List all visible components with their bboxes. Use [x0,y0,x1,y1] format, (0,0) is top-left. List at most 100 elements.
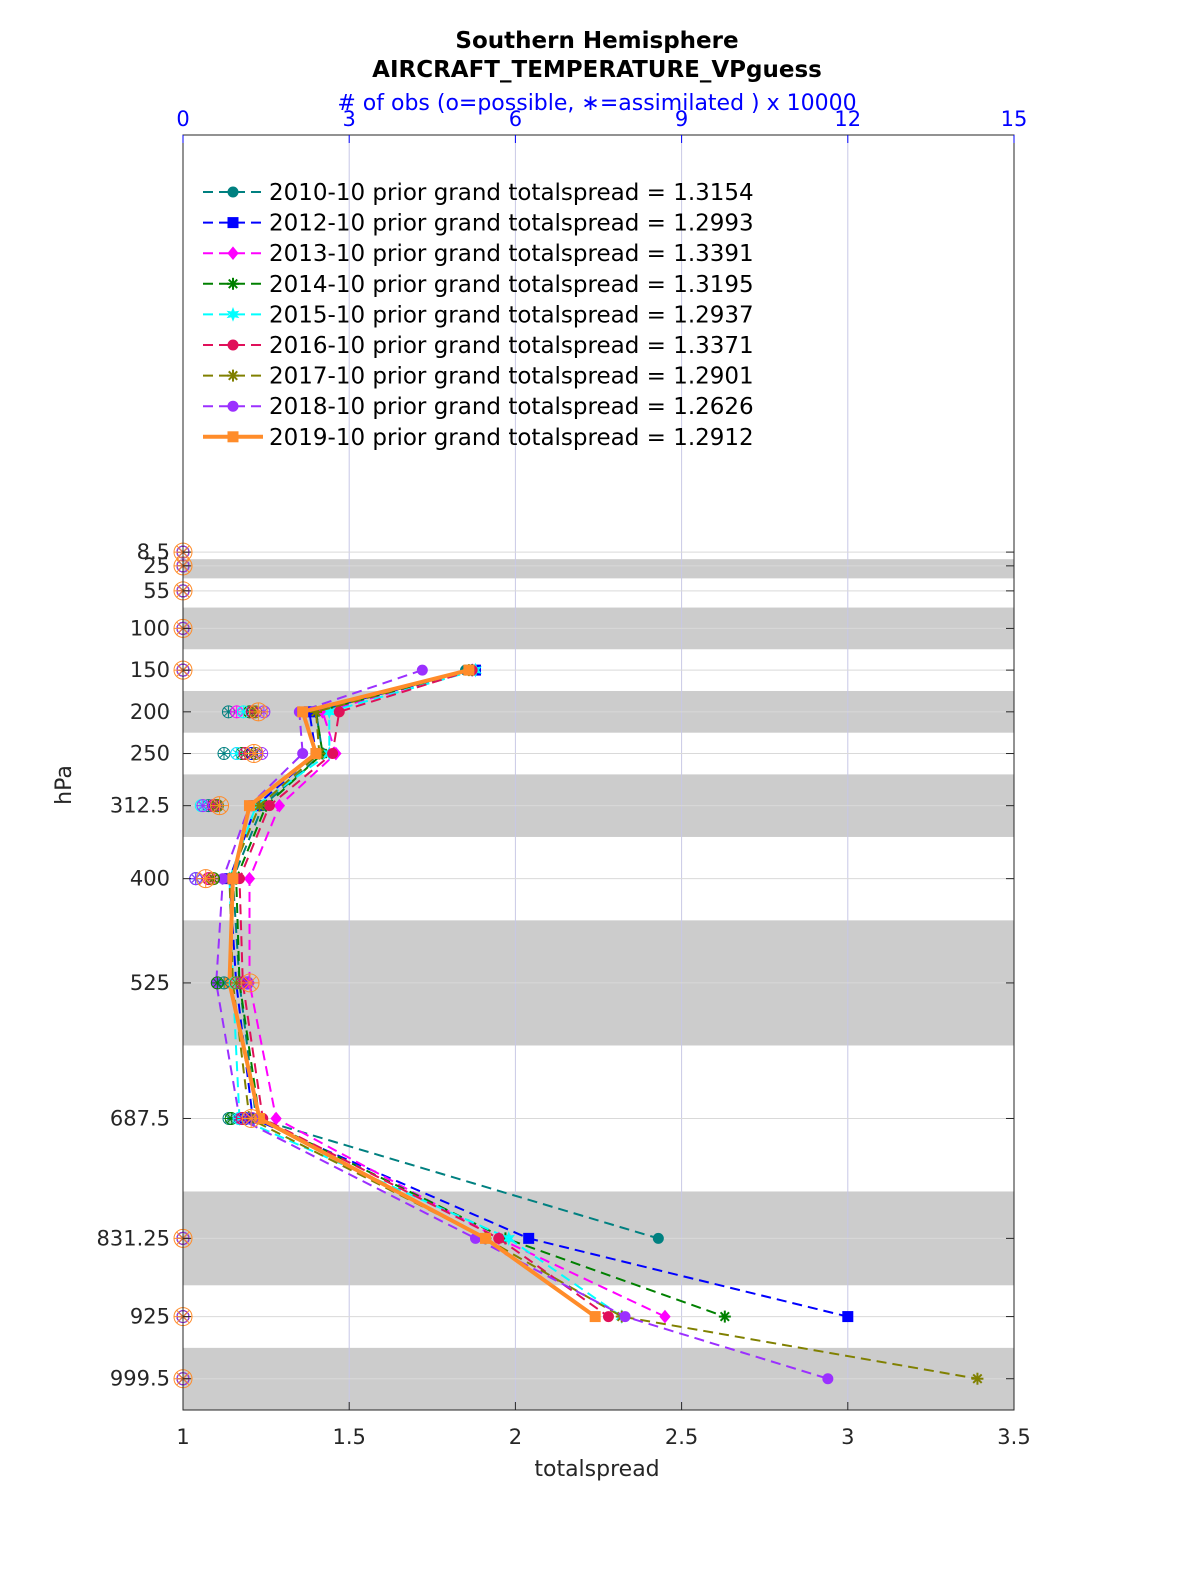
legend-label: 2013-10 prior grand totalspread = 1.3391 [269,241,754,267]
legend-label: 2015-10 prior grand totalspread = 1.2937 [269,302,754,328]
y-tick-label: 55 [143,579,170,603]
asterisk-stroke [198,871,213,886]
y-tick-label: 150 [130,658,170,682]
y-tick-label: 250 [130,742,170,766]
asterisk-stroke [228,370,238,381]
series-point [523,1232,535,1244]
asterisk-stroke [212,798,227,813]
series-point [333,706,345,718]
legend-marker [227,246,239,260]
series-point [263,800,275,812]
legend-label: 2012-10 prior grand totalspread = 1.2993 [269,211,754,237]
plot-frame [182,134,1015,1411]
series-point [227,873,239,885]
legend-label: 2019-10 prior grand totalspread = 1.2912 [269,425,754,451]
series-point [842,1311,854,1323]
series-point [463,664,475,676]
obs-assimilated-marker [196,799,209,812]
asterisk-stroke [254,800,265,811]
obs-assimilated-marker [230,976,243,989]
obs-assimilated-marker [196,869,215,888]
y-tick-label: 525 [130,971,170,995]
y-tick-label: 8.5 [137,540,170,564]
y-tick-label: 999.5 [110,1367,170,1391]
series-point [589,1311,601,1323]
series-point [416,664,428,676]
legend-label: 2017-10 prior grand totalspread = 1.2901 [269,364,754,390]
legend-marker [226,307,240,322]
y-tick-label: 687.5 [110,1106,170,1130]
series-line [228,669,978,1380]
top-tick-label: 0 [176,107,189,131]
asterisk-stroke [972,1373,983,1384]
top-tick-label: 15 [1001,107,1028,131]
legend-marker [227,186,239,198]
y-tick-label: 100 [130,616,170,640]
asterisk-stroke [231,978,241,988]
x-tick-label: 3 [841,1425,854,1449]
legend-label: 2016-10 prior grand totalspread = 1.3371 [269,333,754,359]
y-tick-label: 925 [130,1305,170,1329]
series-point [273,798,286,813]
series-point [297,706,309,718]
legend: 2010-10 prior grand totalspread = 1.3154… [203,180,754,451]
asterisk-stroke [251,705,266,719]
x-tick-label: 1.5 [332,1425,365,1449]
top-tick-label: 9 [675,107,688,131]
asterisk-stroke [198,801,208,811]
asterisk-stroke [212,978,222,988]
asterisk-stroke [191,874,201,884]
obs-assimilated-marker [217,976,230,989]
legend-label: 2014-10 prior grand totalspread = 1.3195 [269,272,754,298]
series-point [659,1309,671,1324]
x-tick-label: 1 [176,1425,189,1449]
series-point [718,1310,731,1323]
legend-label: 2018-10 prior grand totalspread = 1.2626 [269,394,754,420]
series-point [310,748,322,760]
legend-marker [227,400,239,412]
series-lines [210,662,984,1385]
asterisk-stroke [219,978,229,988]
asterisk-stroke [232,707,242,717]
obs-assimilated-marker [211,976,224,989]
y-tick-label: 312.5 [110,794,170,818]
y-tick-label: 200 [130,700,170,724]
asterisk-stroke [219,748,229,759]
series-point [493,1232,505,1244]
series-point [602,1311,614,1323]
series-point [822,1373,834,1385]
series-point [619,1311,631,1323]
chart-title: Southern Hemisphere [455,28,738,54]
series-point [253,799,266,812]
legend-marker [227,217,239,229]
series-point [297,748,309,760]
asterisk-stroke [247,746,261,761]
legend-marker [227,369,239,382]
obs-assimilated-marker [217,747,230,760]
obs-assimilated-marker [230,705,243,718]
series-point [243,871,256,886]
asterisk-stroke [244,1111,258,1126]
series-point [652,1232,664,1244]
legend-marker [227,277,239,290]
asterisk-stroke [243,976,257,990]
obs-assimilated-marker [249,702,268,721]
y-axis-label: hPa [52,765,77,805]
top-axis-label: # of obs (o=possible, ∗=assimilated ) x … [337,91,856,116]
chart-subtitle: AIRCRAFT_TEMPERATURE_VPguess [372,57,822,83]
y-tick-label: 400 [130,867,170,891]
series-line [215,669,829,1380]
asterisk-stroke [238,707,248,717]
series-point [971,1372,984,1385]
x-axis-label: totalspread [534,1457,659,1482]
x-tick-label: 3.5 [997,1425,1030,1449]
series-point [327,748,339,760]
obs-assimilated-marker [189,872,202,885]
series-point [502,1230,516,1246]
obs-assimilated-marker [241,973,260,992]
legend-marker [227,431,239,443]
x-tick-label: 2 [509,1425,522,1449]
